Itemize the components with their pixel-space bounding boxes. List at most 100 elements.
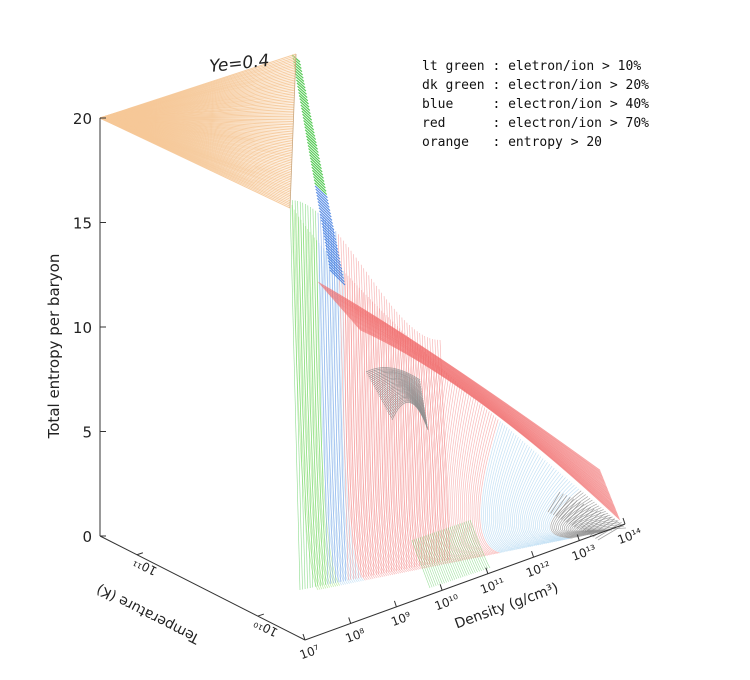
mesh-line — [334, 261, 356, 583]
z-tick-label: 0 — [82, 528, 92, 546]
ridge-line — [304, 126, 316, 137]
ridge-line — [297, 88, 308, 99]
z-axis-label: Total entropy per baryon — [45, 254, 63, 440]
z-tick-label: 5 — [82, 424, 92, 442]
chart-title: Ye=0.4 — [208, 51, 270, 77]
green-floor-line — [415, 538, 435, 587]
green-floor-line — [453, 525, 474, 574]
ridge-line — [299, 98, 310, 108]
wall-line — [294, 200, 306, 590]
x-tick-mark — [393, 600, 397, 608]
ridge-line — [318, 207, 333, 221]
wall-line — [432, 338, 443, 562]
mesh-line — [446, 385, 467, 561]
ticks: 0510152010⁷10⁸10⁹10¹⁰10¹¹10¹²10¹³10¹⁴10¹… — [73, 110, 644, 662]
ridge-line — [309, 157, 322, 170]
mesh-line — [498, 438, 521, 550]
gray-bump-line — [368, 370, 422, 386]
gray-corner-line — [574, 508, 595, 527]
green-floor-line — [457, 523, 478, 573]
green-floor-line — [465, 521, 487, 570]
green-floor-line — [447, 527, 468, 576]
wall-line — [421, 334, 433, 564]
gray-corner-line — [597, 523, 626, 541]
ridge-line — [293, 63, 303, 73]
ridge-line — [311, 166, 324, 179]
ridge-line — [315, 191, 330, 205]
green-floor-line — [449, 526, 470, 576]
mesh-line — [573, 512, 609, 534]
z-tick-label: 10 — [73, 319, 92, 337]
wall-line — [320, 214, 331, 584]
ridge-line — [328, 266, 345, 283]
green-floor-line — [421, 536, 441, 585]
mesh-line — [442, 381, 463, 561]
mesh-line — [533, 473, 562, 543]
gray-corner-line — [571, 506, 592, 526]
mesh-line — [510, 450, 535, 547]
wall-line — [310, 206, 321, 586]
green-floor-line — [435, 531, 456, 580]
mesh-line — [504, 444, 528, 549]
mesh-line — [456, 395, 477, 559]
green-floor-line — [419, 537, 439, 586]
x-tick-mark — [576, 534, 580, 541]
ridge-line — [306, 141, 319, 153]
y-axis-label: Temperature (K) — [94, 581, 203, 647]
mesh-line — [571, 510, 606, 534]
mesh-line — [440, 379, 461, 562]
mesh-line — [531, 471, 560, 543]
wall-line — [317, 212, 329, 585]
ridge-line — [312, 172, 326, 186]
mesh-line — [544, 484, 575, 540]
wall-line — [429, 338, 441, 563]
mesh-line — [487, 427, 508, 552]
wall-line — [404, 320, 415, 568]
mesh-line — [562, 501, 595, 536]
mesh-line — [492, 433, 515, 551]
wall-line — [434, 339, 446, 562]
y-tick-mark — [257, 613, 265, 617]
gray-bump-line — [381, 388, 426, 412]
wall-line — [401, 317, 413, 568]
x-axis-label: Density (g/cm³) — [453, 580, 561, 632]
orange-plane-edge — [289, 53, 297, 209]
mesh-line — [519, 460, 546, 545]
mesh-line — [542, 482, 573, 541]
ridge-line — [322, 232, 338, 247]
ridge-line — [315, 188, 329, 202]
ridge-line — [294, 70, 304, 79]
wall-line — [424, 335, 435, 564]
wall-line — [335, 231, 347, 581]
gray-bump-line — [374, 379, 424, 398]
green-floor-line — [459, 523, 480, 572]
ridge-line — [319, 213, 334, 228]
wall-line — [292, 200, 303, 590]
mesh-line — [502, 442, 526, 549]
x-tick-mark — [302, 633, 306, 641]
mesh-line — [566, 505, 600, 536]
mesh-line — [430, 368, 451, 564]
x-tick-label: 10¹⁰ — [433, 592, 461, 614]
ridge-line — [321, 222, 336, 237]
green-floor-line — [439, 530, 460, 579]
ridge-line — [300, 107, 312, 118]
mesh-line — [469, 409, 490, 556]
mesh-line — [548, 488, 580, 539]
mesh-line — [465, 405, 486, 557]
mesh-line — [462, 401, 482, 557]
green-floor-line — [469, 519, 491, 569]
gray-bump-line — [380, 387, 426, 410]
gray-bump-line — [383, 391, 426, 415]
mesh-line — [477, 417, 498, 554]
mesh-line — [296, 213, 323, 590]
mesh-line — [438, 376, 459, 562]
ridge-line — [324, 241, 340, 257]
wall-line — [325, 219, 336, 583]
legend-entry-blue: blue : electron/ion > 40% — [422, 97, 649, 112]
ridge-line — [295, 76, 306, 86]
green-floor-line — [431, 532, 451, 582]
mesh-line — [560, 499, 593, 537]
ridge-line — [303, 119, 315, 131]
mesh-line — [473, 413, 494, 555]
